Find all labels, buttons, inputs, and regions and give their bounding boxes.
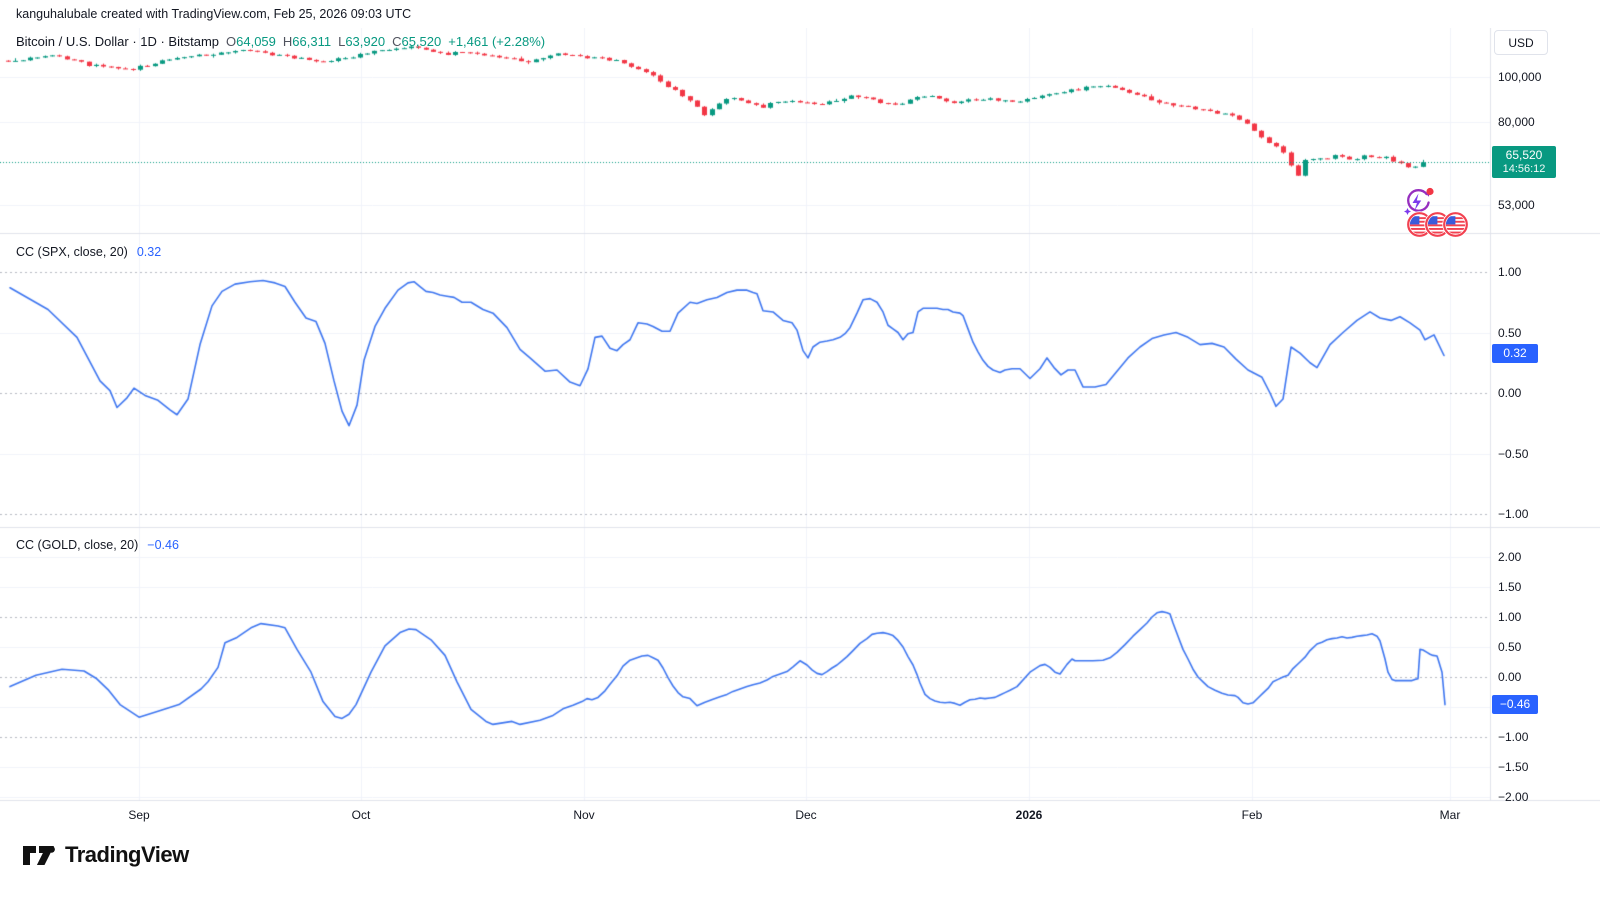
chart-canvas[interactable] bbox=[0, 28, 1600, 830]
price-tick-label: 100,000 bbox=[1498, 70, 1542, 84]
spx-tick-label: 0.00 bbox=[1498, 386, 1522, 400]
high-key: H bbox=[282, 34, 293, 49]
spx-tag-value: 0.32 bbox=[1503, 346, 1527, 360]
time-axis-label: 2026 bbox=[1015, 808, 1043, 822]
gold-tick-label: −1.00 bbox=[1498, 730, 1529, 744]
tradingview-logo-icon bbox=[23, 846, 55, 865]
close-key: C bbox=[392, 34, 402, 49]
low-value: 63,920 bbox=[345, 34, 386, 49]
gold-tick-label: −1.50 bbox=[1498, 760, 1529, 774]
indicator-gold-label: CC (GOLD, close, 20) bbox=[16, 538, 139, 552]
gold-tick-label: 2.00 bbox=[1498, 550, 1522, 564]
indicator-legend-gold[interactable]: CC (GOLD, close, 20) −0.46 bbox=[16, 538, 179, 552]
price-tick-label: 80,000 bbox=[1498, 115, 1535, 129]
price-tick-label: 53,000 bbox=[1498, 198, 1535, 213]
symbol-legend[interactable]: Bitcoin / U.S. Dollar · 1D · Bitstamp O64… bbox=[16, 34, 545, 49]
indicator-spx-value: 0.32 bbox=[136, 245, 162, 259]
gold-tick-label: 1.00 bbox=[1498, 610, 1522, 624]
currency-button[interactable]: USD bbox=[1494, 30, 1548, 55]
spx-tick-label: 1.00 bbox=[1498, 265, 1522, 279]
last-price: 65,520 bbox=[1505, 147, 1543, 162]
time-axis-label: Oct bbox=[351, 808, 371, 822]
chart-area: Bitcoin / U.S. Dollar · 1D · Bitstamp O64… bbox=[0, 28, 1600, 830]
us-flag-event-icon[interactable] bbox=[1442, 211, 1469, 243]
change-value: +1,461 (+2.28%) bbox=[448, 34, 546, 49]
spx-tick-label: −0.50 bbox=[1498, 446, 1529, 461]
flash-refresh-icon[interactable] bbox=[1400, 185, 1436, 219]
gold-tick-label: 0.00 bbox=[1498, 670, 1522, 684]
spx-value-tag: 0.32 bbox=[1492, 344, 1538, 363]
attribution-text: kanguhalubale created with TradingView.c… bbox=[16, 7, 412, 21]
time-axis-label: Mar bbox=[1439, 808, 1461, 822]
gold-tick-label: 0.50 bbox=[1498, 640, 1522, 654]
last-price-tag: 65,520 14:56:12 bbox=[1492, 146, 1556, 178]
open-value: 64,059 bbox=[236, 34, 276, 49]
indicator-spx-label: CC (SPX, close, 20) bbox=[16, 245, 128, 259]
gold-tick-label: −2.00 bbox=[1498, 790, 1529, 804]
time-axis-label: Dec bbox=[795, 808, 817, 822]
gold-tag-value: −0.46 bbox=[1499, 697, 1531, 711]
open-key: O bbox=[226, 34, 237, 49]
high-value: 66,311 bbox=[292, 34, 332, 49]
time-axis-label: Nov bbox=[573, 808, 595, 822]
tradingview-logo-text: TradingView bbox=[65, 842, 189, 867]
indicator-gold-value: −0.46 bbox=[147, 538, 179, 552]
time-axis-label: Feb bbox=[1241, 808, 1263, 822]
time-axis-label: Sep bbox=[128, 808, 150, 822]
bar-countdown: 14:56:12 bbox=[1502, 162, 1546, 175]
close-value: 65,520 bbox=[401, 34, 442, 49]
symbol-title: Bitcoin / U.S. Dollar · 1D · Bitstamp bbox=[16, 34, 219, 49]
notification-dot bbox=[1426, 187, 1434, 196]
spx-tick-label: 0.50 bbox=[1498, 325, 1522, 340]
gold-tick-label: 1.50 bbox=[1498, 580, 1522, 594]
indicator-legend-spx[interactable]: CC (SPX, close, 20) 0.32 bbox=[16, 245, 161, 259]
footer: TradingView bbox=[0, 830, 1600, 900]
gold-value-tag: −0.46 bbox=[1492, 695, 1538, 714]
low-key: L bbox=[338, 34, 346, 49]
spx-tick-label: −1.00 bbox=[1498, 507, 1529, 521]
tradingview-logo[interactable]: TradingView bbox=[22, 841, 189, 869]
